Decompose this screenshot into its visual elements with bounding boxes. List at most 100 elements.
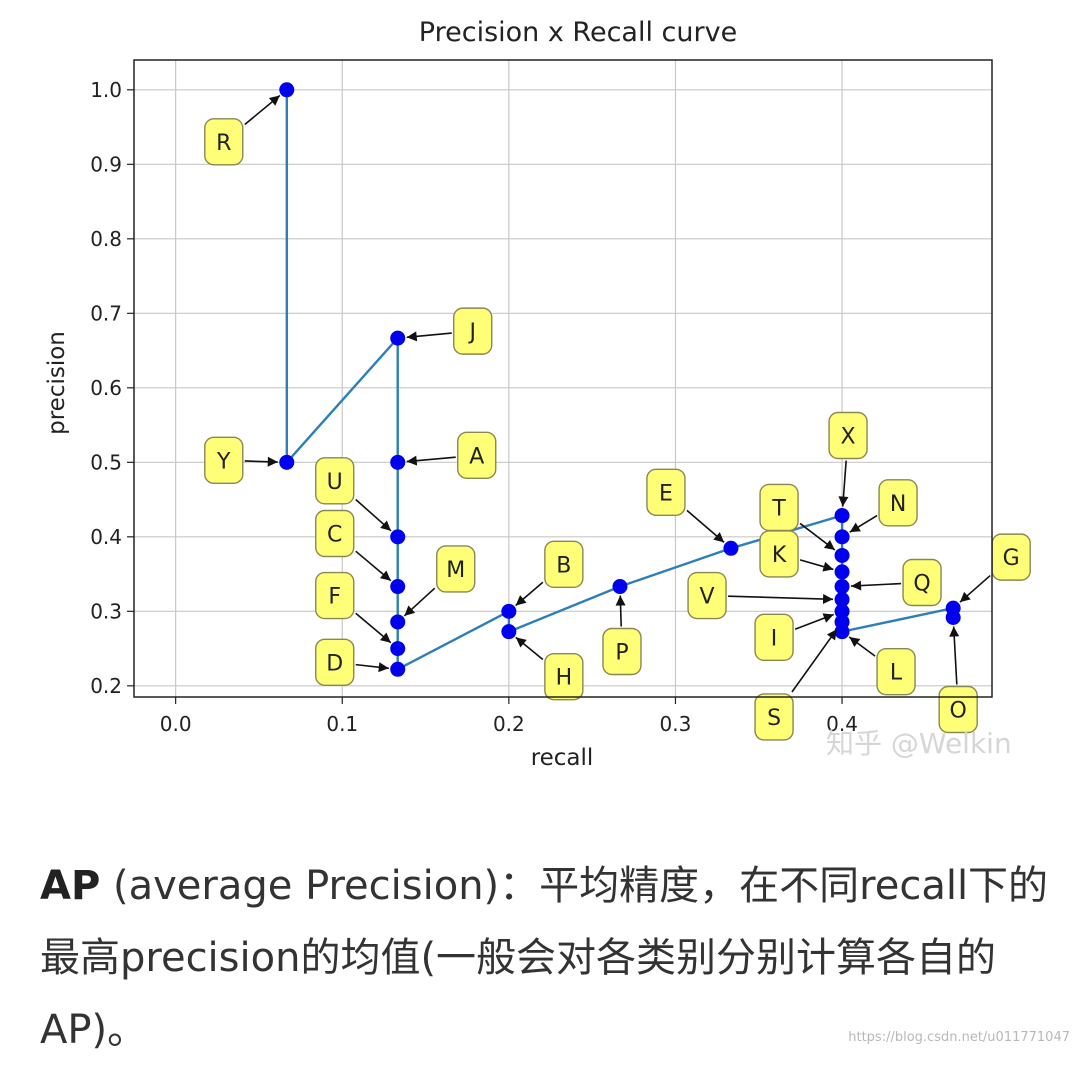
annotation-label: Y [216,449,231,474]
x-tick-label: 0.0 [160,712,192,736]
annotation-arrowhead [379,570,391,581]
annotation-label: F [328,585,341,610]
data-point-u [390,529,406,545]
annotation-arrowhead [406,331,418,342]
data-point-m [390,614,406,630]
y-tick-label: 0.3 [90,599,122,623]
annotation-box [457,431,497,480]
annotation-f: F [315,571,392,644]
annotation-box [646,468,686,516]
y-tick-label: 0.9 [90,152,122,176]
y-tick-label: 0.8 [90,227,122,251]
annotation-label: P [615,641,628,666]
annotation-box [754,613,794,662]
x-tick-label: 0.2 [493,712,525,736]
annotation-label: M [446,558,465,583]
annotation-label: R [216,131,231,156]
annotation-box [315,509,355,558]
data-point-y [279,454,295,470]
caption-bold-term: AP [40,863,101,909]
data-point-l [834,624,850,640]
annotation-box [315,571,355,620]
annotation-n: N [849,479,918,533]
annotation-u: U [315,457,392,532]
axis-ticks: 0.0 0.1 0.2 0.3 0.4 0.2 0.3 0.4 0.5 0.6 0.7 0.8 0.9 1… [90,78,858,736]
annotation-label: D [326,651,343,676]
data-point-c [390,579,406,595]
annotation-arrowhead [959,591,971,603]
annotation-arrowhead [838,496,849,507]
annotation-box [759,530,799,578]
annotation-label: K [772,543,787,568]
data-point-n [834,529,850,545]
annotation-a: A [406,431,497,480]
annotation-arrowhead [378,662,389,673]
annotation-arrowhead [515,595,527,606]
annotation-label: Q [913,572,930,597]
annotation-r: R [204,94,281,166]
annotation-arrowhead [849,637,861,647]
annotation-label: G [1003,546,1020,571]
y-tick-label: 0.5 [90,450,122,474]
point-annotations: R Y J A U C M F D B H P E X N TK Q V I S L G O [204,94,1031,741]
annotation-g: G [959,533,1031,603]
annotation-arrowhead [406,455,418,466]
precision-recall-chart: Precision x Recall curve recall precisio… [44,17,1031,771]
annotation-label: U [327,470,343,495]
annotation-h: H [515,636,584,701]
annotation-arrowhead [822,561,834,572]
annotation-box [902,558,942,607]
annotation-label: B [556,553,571,578]
annotation-arrowhead [822,613,834,623]
annotation-arrow [791,628,838,693]
annotation-arrowhead [851,580,862,591]
annotation-label: O [950,699,967,724]
caption-paragraph: AP (average Precision)：平均精度，在不同recall下的最… [40,850,1050,1066]
x-tick-label: 0.4 [826,712,858,736]
annotation-label: E [659,481,673,506]
annotation-m: M [403,545,476,617]
annotation-box [436,545,476,593]
annotation-p: P [602,595,642,676]
annotation-arrowhead [826,629,837,641]
annotation-arrowhead [849,522,861,533]
data-point-r [279,82,295,98]
annotation-arrowhead [823,539,835,550]
y-tick-label: 0.7 [90,301,122,325]
y-tick-label: 1.0 [90,78,122,102]
annotation-label: S [767,706,781,731]
annotation-arrowhead [515,637,527,648]
annotation-label: N [890,492,906,517]
data-points [279,82,961,677]
annotation-k: K [759,530,834,578]
annotation-arrowhead [404,605,416,616]
data-point-v [834,592,850,608]
grid-lines [134,60,992,697]
annotation-box [938,685,978,734]
annotation-box [544,652,584,701]
plot-frame [133,59,993,698]
data-point-b [501,603,517,619]
annotation-box [876,647,916,696]
chart-title: Precision x Recall curve [419,17,737,48]
annotation-box [687,571,727,620]
annotation-box [828,411,868,460]
caption-text: (average Precision)：平均精度，在不同recall下的最高pr… [40,863,1049,1053]
source-url: https://blog.csdn.net/u011771047 [848,1030,1070,1045]
annotation-box [204,436,244,485]
data-point-p [612,579,628,595]
annotation-x: X [828,411,868,507]
annotation-label: T [771,496,786,521]
y-tick-label: 0.4 [90,525,122,549]
annotation-q: Q [851,558,942,607]
data-point-q [834,579,850,595]
annotation-label: L [890,661,903,686]
y-tick-label: 0.6 [90,376,122,400]
annotation-v: V [687,571,834,620]
x-axis-label: recall [531,745,594,771]
annotation-arrowhead [615,595,626,606]
annotation-y: Y [204,436,278,485]
annotation-label: X [841,425,856,450]
annotation-label: V [700,585,715,610]
annotation-arrowhead [822,593,834,604]
